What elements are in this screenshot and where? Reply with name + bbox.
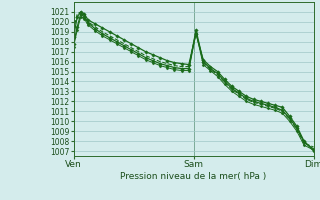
X-axis label: Pression niveau de la mer( hPa ): Pression niveau de la mer( hPa )	[120, 172, 267, 181]
